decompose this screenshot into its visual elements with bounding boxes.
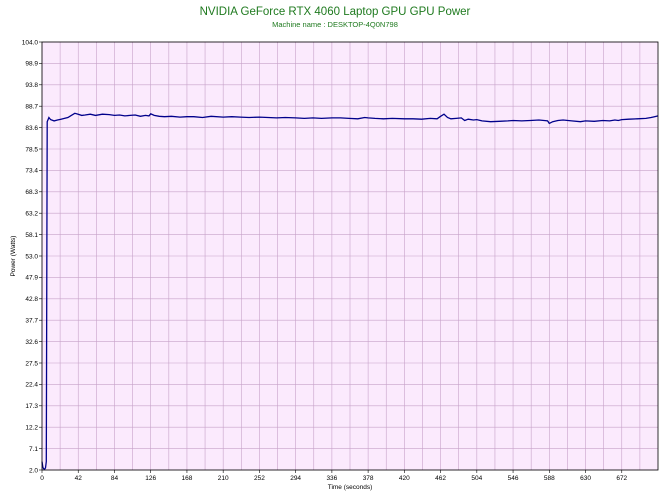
x-tick-label: 672: [616, 475, 627, 482]
x-tick-label: 546: [508, 475, 519, 482]
chart-subtitle: Machine name : DESKTOP-4Q0N798: [272, 20, 398, 29]
y-tick-label: 104.0: [22, 39, 39, 46]
x-tick-label: 462: [435, 475, 446, 482]
y-tick-label: 83.6: [25, 125, 38, 132]
x-tick-label: 294: [290, 475, 301, 482]
x-tick-labels: 0 42 84 126 168 210 252 294 336 378 420 462 504 546 58…: [40, 470, 628, 482]
x-tick-label: 504: [471, 475, 482, 482]
y-tick-label: 78.5: [25, 146, 38, 153]
y-tick-label: 27.5: [25, 360, 38, 367]
y-tick-label: 47.9: [25, 275, 38, 282]
y-tick-labels: 2.0 7.1 12.2 17.3 22.4 27.5 32.6 37.7 42.8 47.9 53…: [22, 39, 42, 474]
y-tick-label: 22.4: [25, 382, 38, 389]
y-tick-label: 12.2: [25, 425, 38, 432]
x-axis-label: Time (seconds): [328, 484, 373, 491]
x-tick-label: 168: [182, 475, 193, 482]
x-tick-label: 378: [363, 475, 374, 482]
plot-frame: [41, 41, 659, 471]
y-tick-label: 17.3: [25, 403, 38, 410]
y-tick-label: 98.9: [25, 61, 38, 68]
y-tick-label: 88.7: [25, 104, 38, 111]
x-tick-label: 630: [580, 475, 591, 482]
y-tick-label: 53.0: [25, 253, 38, 260]
x-tick-label: 0: [40, 475, 44, 482]
x-tick-label: 588: [544, 475, 555, 482]
y-tick-label: 58.1: [25, 232, 38, 239]
grid-lines: [41, 41, 658, 471]
series-line: [41, 112, 659, 471]
x-tick-label: 126: [145, 475, 156, 482]
y-tick-label: 2.0: [29, 467, 38, 474]
y-tick-label: 93.8: [25, 82, 38, 89]
y-tick-label: 32.6: [25, 339, 38, 346]
y-tick-label: 68.3: [25, 189, 38, 196]
y-tick-label: 37.7: [25, 318, 38, 325]
x-tick-label: 336: [326, 475, 337, 482]
y-tick-label: 7.1: [29, 446, 38, 453]
x-tick-label: 420: [399, 475, 410, 482]
y-tick-label: 73.4: [25, 168, 38, 175]
y-tick-label: 42.8: [25, 296, 38, 303]
x-tick-label: 210: [218, 475, 229, 482]
y-axis-label: Power (Watts): [10, 236, 17, 277]
x-tick-label: 42: [75, 475, 83, 482]
y-tick-label: 63.2: [25, 211, 38, 218]
x-tick-label: 84: [111, 475, 119, 482]
chart-title: NVIDIA GeForce RTX 4060 Laptop GPU GPU P…: [199, 6, 471, 18]
x-tick-label: 252: [254, 475, 265, 482]
